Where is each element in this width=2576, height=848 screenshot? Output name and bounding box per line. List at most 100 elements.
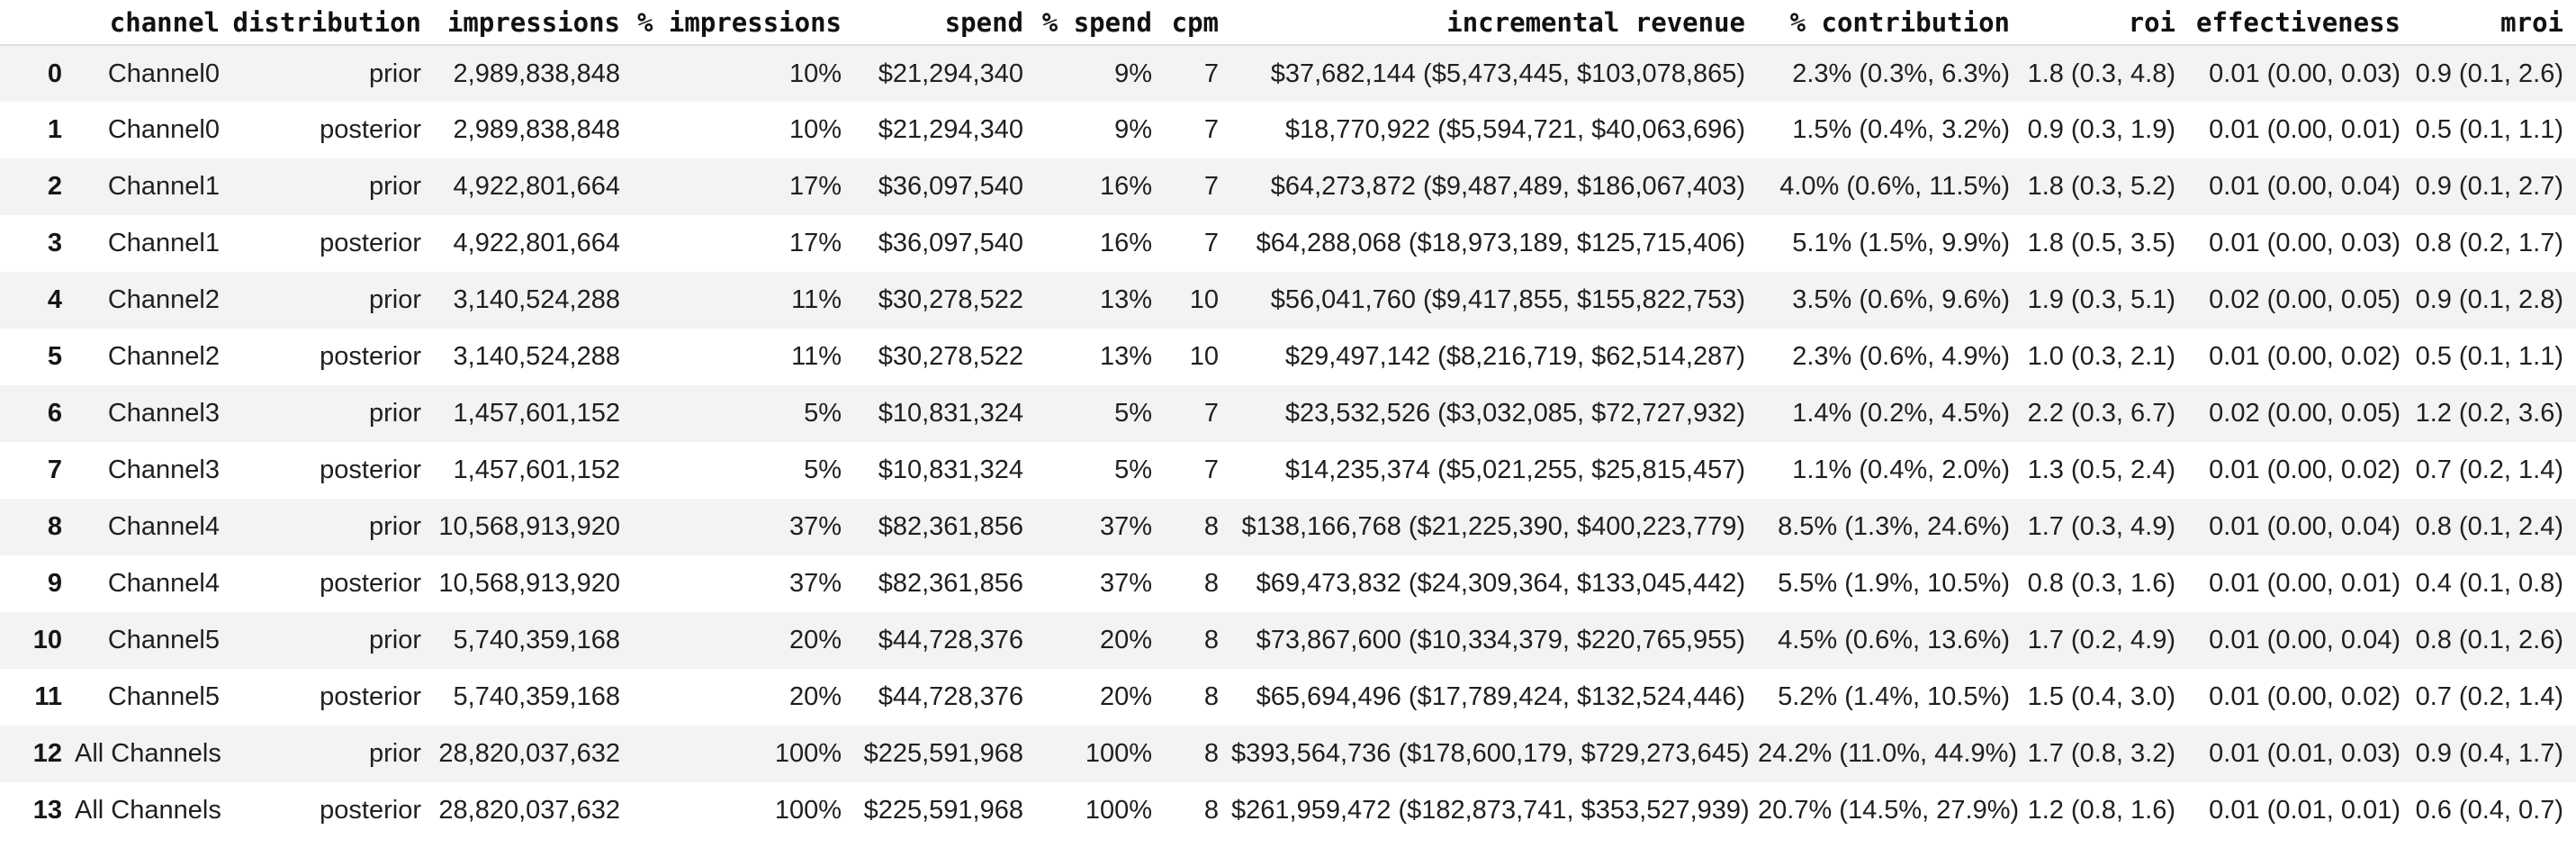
- cell-effectiveness: 0.02 (0.00, 0.05): [2209, 399, 2400, 428]
- cell-impressions: 10,568,913,920: [438, 569, 620, 598]
- cell-effectiveness: 0.01 (0.00, 0.04): [2209, 172, 2400, 201]
- cell-cpm: 7: [1203, 115, 1219, 144]
- cell-effectiveness: 0.01 (0.01, 0.03): [2209, 739, 2400, 768]
- cell-pct-spend: 16%: [1099, 229, 1152, 257]
- cell-channel: Channel2: [107, 342, 220, 371]
- cell-impressions: 2,989,838,848: [453, 115, 620, 144]
- column-header-roi: roi: [2022, 0, 2188, 46]
- cell-mroi: 0.5 (0.1, 1.1): [2415, 115, 2563, 144]
- table-row: 13 All Channels posterior 28,820,037,632 100…: [0, 782, 2576, 839]
- cell-pct-impressions: 17%: [788, 229, 842, 257]
- cell-distribution: posterior: [320, 569, 421, 598]
- cell-roi: 1.8 (0.5, 3.5): [2027, 229, 2175, 257]
- cell-pct-impressions: 5%: [804, 399, 842, 428]
- column-header-pct-contribution: % contribution: [1758, 0, 2022, 46]
- row-index: 9: [47, 569, 62, 598]
- cell-pct-spend: 37%: [1099, 512, 1152, 541]
- cell-spend: $225,591,968: [863, 739, 1023, 768]
- header-row: channel distribution impressions% impressi…: [0, 0, 2576, 46]
- cell-pct-impressions: 5%: [804, 456, 842, 484]
- cell-distribution: prior: [368, 285, 421, 314]
- table-row: 0 Channel0 prior 2,989,838,848 10% $21,294,34…: [0, 45, 2576, 102]
- cell-impressions: 10,568,913,920: [438, 512, 620, 541]
- cell-pct-contribution: 5.1% (1.5%, 9.9%): [1792, 229, 2010, 257]
- cell-distribution: prior: [368, 172, 421, 201]
- cell-channel: Channel1: [107, 229, 220, 257]
- cell-channel: Channel4: [107, 512, 220, 541]
- cell-incremental-revenue: $393,564,736 ($178,600,179, $729,273,645…: [1231, 739, 1750, 768]
- cell-spend: $21,294,340: [878, 59, 1023, 88]
- cell-spend: $30,278,522: [878, 285, 1023, 314]
- cell-channel: Channel0: [107, 59, 220, 88]
- cell-channel: Channel3: [107, 456, 220, 484]
- cell-cpm: 8: [1203, 569, 1219, 598]
- cell-pct-impressions: 20%: [788, 682, 842, 711]
- cell-incremental-revenue: $56,041,760 ($9,417,855, $155,822,753): [1270, 285, 1745, 314]
- cell-impressions: 4,922,801,664: [453, 172, 620, 201]
- cell-incremental-revenue: $64,273,872 ($9,487,489, $186,067,403): [1270, 172, 1745, 201]
- cell-roi: 1.7 (0.8, 3.2): [2027, 739, 2175, 768]
- cell-pct-spend: 37%: [1099, 569, 1152, 598]
- cell-mroi: 0.5 (0.1, 1.1): [2415, 342, 2563, 371]
- cell-pct-impressions: 17%: [788, 172, 842, 201]
- cell-roi: 1.9 (0.3, 5.1): [2027, 285, 2175, 314]
- cell-distribution: posterior: [320, 796, 421, 825]
- cell-pct-contribution: 2.3% (0.6%, 4.9%): [1792, 342, 2010, 371]
- row-index: 8: [47, 512, 62, 541]
- row-index: 1: [47, 115, 62, 144]
- cell-pct-contribution: 5.2% (1.4%, 10.5%): [1778, 682, 2010, 711]
- cell-roi: 2.2 (0.3, 6.7): [2027, 399, 2175, 428]
- cell-pct-contribution: 5.5% (1.9%, 10.5%): [1778, 569, 2010, 598]
- cell-effectiveness: 0.01 (0.00, 0.02): [2209, 456, 2400, 484]
- cell-impressions: 1,457,601,152: [453, 399, 620, 428]
- cell-spend: $10,831,324: [878, 456, 1023, 484]
- cell-pct-spend: 5%: [1114, 456, 1152, 484]
- column-header-impressions: impressions: [434, 0, 633, 46]
- cell-spend: $36,097,540: [878, 172, 1023, 201]
- cell-effectiveness: 0.01 (0.00, 0.03): [2209, 229, 2400, 257]
- cell-cpm: 7: [1203, 399, 1219, 428]
- cell-spend: $36,097,540: [878, 229, 1023, 257]
- table-row: 2 Channel1 prior 4,922,801,664 17% $36,097,54…: [0, 158, 2576, 215]
- cell-pct-impressions: 20%: [788, 626, 842, 654]
- column-header-spend: spend: [854, 0, 1036, 46]
- cell-pct-spend: 13%: [1099, 342, 1152, 371]
- cell-pct-spend: 5%: [1114, 399, 1152, 428]
- table-row: 1 Channel0 posterior 2,989,838,848 10% $21,29…: [0, 102, 2576, 158]
- cell-pct-contribution: 2.3% (0.3%, 6.3%): [1792, 59, 2010, 88]
- cell-spend: $82,361,856: [878, 512, 1023, 541]
- cell-channel: Channel5: [107, 626, 220, 654]
- table-row: 7 Channel3 posterior 1,457,601,152 5% $10,831…: [0, 442, 2576, 499]
- cell-impressions: 3,140,524,288: [453, 342, 620, 371]
- cell-incremental-revenue: $18,770,922 ($5,594,721, $40,063,696): [1284, 115, 1745, 144]
- cell-pct-impressions: 37%: [788, 569, 842, 598]
- table-body: 0 Channel0 prior 2,989,838,848 10% $21,294,34…: [0, 45, 2576, 839]
- cell-effectiveness: 0.01 (0.00, 0.01): [2209, 115, 2400, 144]
- cell-pct-impressions: 11%: [791, 342, 842, 371]
- cell-mroi: 0.9 (0.4, 1.7): [2415, 739, 2563, 768]
- cell-pct-impressions: 37%: [788, 512, 842, 541]
- cell-pct-contribution: 8.5% (1.3%, 24.6%): [1778, 512, 2010, 541]
- row-index: 5: [47, 342, 62, 371]
- cell-channel: Channel5: [107, 682, 220, 711]
- cell-mroi: 0.8 (0.1, 2.4): [2415, 512, 2563, 541]
- table-row: 9 Channel4 posterior 10,568,913,920 37% $82,3…: [0, 555, 2576, 612]
- cell-pct-contribution: 1.4% (0.2%, 4.5%): [1792, 399, 2010, 428]
- cell-pct-spend: 9%: [1114, 115, 1152, 144]
- cell-pct-impressions: 100%: [774, 796, 842, 825]
- cell-effectiveness: 0.01 (0.00, 0.03): [2209, 59, 2400, 88]
- cell-incremental-revenue: $69,473,832 ($24,309,364, $133,045,442): [1256, 569, 1745, 598]
- cell-roi: 1.0 (0.3, 2.1): [2027, 342, 2175, 371]
- cell-pct-spend: 100%: [1085, 796, 1152, 825]
- table-row: 11 Channel5 posterior 5,740,359,168 20% $44,7…: [0, 669, 2576, 726]
- cell-roi: 0.9 (0.3, 1.9): [2027, 115, 2175, 144]
- row-index: 12: [32, 739, 62, 768]
- table-row: 5 Channel2 posterior 3,140,524,288 11% $30,27…: [0, 329, 2576, 385]
- cell-pct-impressions: 10%: [788, 59, 842, 88]
- cell-channel: Channel4: [107, 569, 220, 598]
- cell-pct-impressions: 11%: [791, 285, 842, 314]
- cell-roi: 1.5 (0.4, 3.0): [2027, 682, 2175, 711]
- cell-cpm: 8: [1203, 512, 1219, 541]
- cell-cpm: 8: [1203, 682, 1219, 711]
